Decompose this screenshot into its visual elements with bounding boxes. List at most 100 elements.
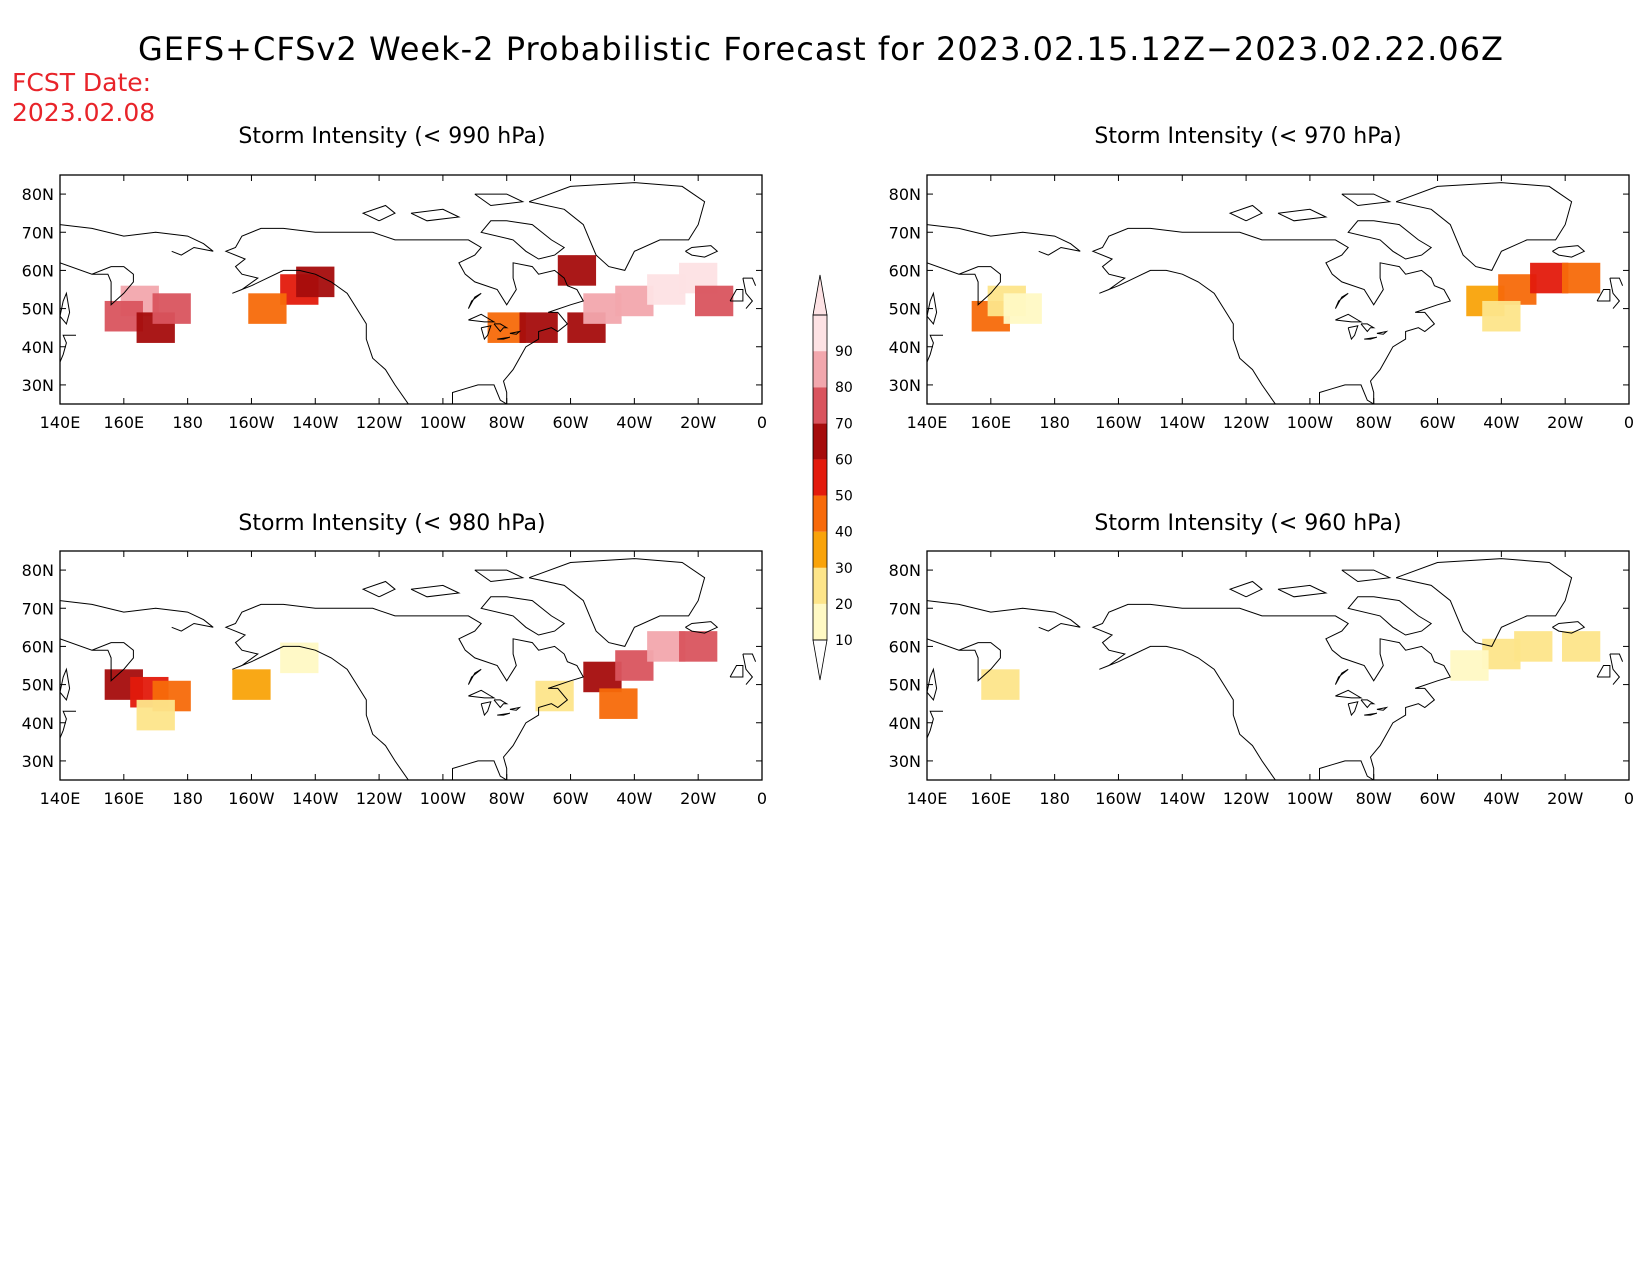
lon-tick-label: 100W xyxy=(1287,789,1334,808)
lon-tick-label: 120W xyxy=(1223,789,1270,808)
colorbar-swatch xyxy=(813,567,827,604)
map-frame xyxy=(59,174,763,405)
coastline xyxy=(1596,289,1611,302)
lon-tick-label: 20W xyxy=(1547,413,1583,432)
coastline xyxy=(480,596,566,636)
coastline xyxy=(410,584,461,598)
coastline xyxy=(729,289,744,302)
colorbar-swatch xyxy=(813,423,827,460)
lon-tick-label: 160W xyxy=(228,413,275,432)
lat-tick-label: 50N xyxy=(22,676,54,695)
lon-tick-label: 140E xyxy=(907,413,948,432)
colorbar-label: 20 xyxy=(835,597,853,613)
lon-tick-label: 0 xyxy=(1624,789,1634,808)
map-panel-p960: 140E 160E 180 160W 140W 120W 100W 80W 60W 40W 20W 0… xyxy=(889,550,1634,808)
coastline xyxy=(361,580,396,598)
coastline xyxy=(685,245,719,258)
colorbar-label: 60 xyxy=(835,452,853,468)
coastline xyxy=(927,638,1001,682)
coastline xyxy=(742,653,757,685)
coastline xyxy=(927,710,943,739)
coastline xyxy=(927,334,943,363)
coastline xyxy=(1335,689,1363,699)
lon-tick-label: 20W xyxy=(1547,789,1583,808)
lat-tick-label: 70N xyxy=(889,599,921,618)
coastline xyxy=(60,638,134,682)
lon-tick-label: 120W xyxy=(356,413,403,432)
map-frame xyxy=(926,550,1630,781)
coastline xyxy=(1277,208,1328,222)
prob-cell xyxy=(647,274,686,305)
panel-title-990: Storm Intensity (< 990 hPa) xyxy=(238,124,546,149)
panel-title-980: Storm Intensity (< 980 hPa) xyxy=(238,511,546,536)
lon-tick-label: 80W xyxy=(1356,789,1392,808)
lon-tick-label: 40W xyxy=(1483,413,1519,432)
lat-tick-label: 60N xyxy=(22,637,54,656)
coastline xyxy=(60,710,76,739)
lat-tick-label: 30N xyxy=(22,376,54,395)
prob-cell xyxy=(583,293,622,324)
coastline xyxy=(468,313,496,323)
colorbar-top-triangle xyxy=(812,274,828,316)
coastline xyxy=(1335,313,1363,323)
coastline xyxy=(361,204,396,222)
coastline xyxy=(474,569,525,583)
lat-tick-label: 30N xyxy=(22,752,54,771)
lat-tick-label: 50N xyxy=(889,300,921,319)
coastline xyxy=(528,182,706,271)
coastline xyxy=(509,706,522,711)
prob-cell xyxy=(694,285,734,317)
prob-cell xyxy=(981,669,1020,700)
colorbar-frame xyxy=(812,314,828,641)
coastline xyxy=(729,665,744,678)
lon-tick-label: 0 xyxy=(757,413,767,432)
lat-tick-label: 50N xyxy=(889,676,921,695)
coastline xyxy=(467,668,482,685)
coastline xyxy=(1228,204,1263,222)
lon-tick-label: 0 xyxy=(1624,413,1634,432)
lat-tick-label: 70N xyxy=(889,223,921,242)
coastline xyxy=(480,220,566,260)
lat-tick-label: 40N xyxy=(889,338,921,357)
prob-cell xyxy=(152,293,191,324)
prob-cell xyxy=(557,255,597,286)
colorbar-swatch xyxy=(813,495,827,532)
lon-tick-label: 60W xyxy=(552,413,588,432)
colorbar-swatch xyxy=(813,531,827,568)
colorbar-label: 10 xyxy=(835,633,853,649)
prob-cell xyxy=(1530,262,1569,294)
coastline xyxy=(927,600,1081,632)
coastline xyxy=(480,255,512,270)
lon-tick-label: 160E xyxy=(970,789,1011,808)
lon-tick-label: 120W xyxy=(356,789,403,808)
map-panel-p980: 140E 160E 180 160W 140W 120W 100W 80W 60W 40W 20W 0… xyxy=(22,550,767,808)
lon-tick-label: 20W xyxy=(680,413,716,432)
colorbar-swatch xyxy=(813,315,827,352)
colorbar-label: 30 xyxy=(835,561,853,577)
coastline xyxy=(1334,668,1349,685)
panel-title-960: Storm Intensity (< 960 hPa) xyxy=(1094,511,1402,536)
colorbar-swatch xyxy=(813,603,827,640)
fcst-label: FCST Date: xyxy=(12,68,152,97)
lat-tick-label: 30N xyxy=(889,376,921,395)
prob-cell xyxy=(1514,631,1553,662)
lon-tick-label: 160E xyxy=(103,789,144,808)
lon-tick-label: 0 xyxy=(757,789,767,808)
coastline xyxy=(528,558,706,647)
colorbar-label: 90 xyxy=(835,344,853,360)
main-title: GEFS+CFSv2 Week-2 Probabilistic Forecast… xyxy=(138,30,1504,68)
prob-cell xyxy=(583,661,622,693)
lat-tick-label: 30N xyxy=(889,752,921,771)
prob-cell xyxy=(647,631,686,662)
lat-tick-label: 50N xyxy=(22,300,54,319)
coastline xyxy=(497,336,511,340)
coastline xyxy=(1334,292,1349,309)
coastline xyxy=(60,224,214,256)
coastline xyxy=(1395,558,1573,647)
lon-tick-label: 100W xyxy=(420,413,467,432)
colorbar-swatch xyxy=(813,351,827,388)
lon-tick-label: 160E xyxy=(103,413,144,432)
colorbar-bottom-triangle xyxy=(812,639,828,681)
colorbar-label: 70 xyxy=(835,416,853,432)
